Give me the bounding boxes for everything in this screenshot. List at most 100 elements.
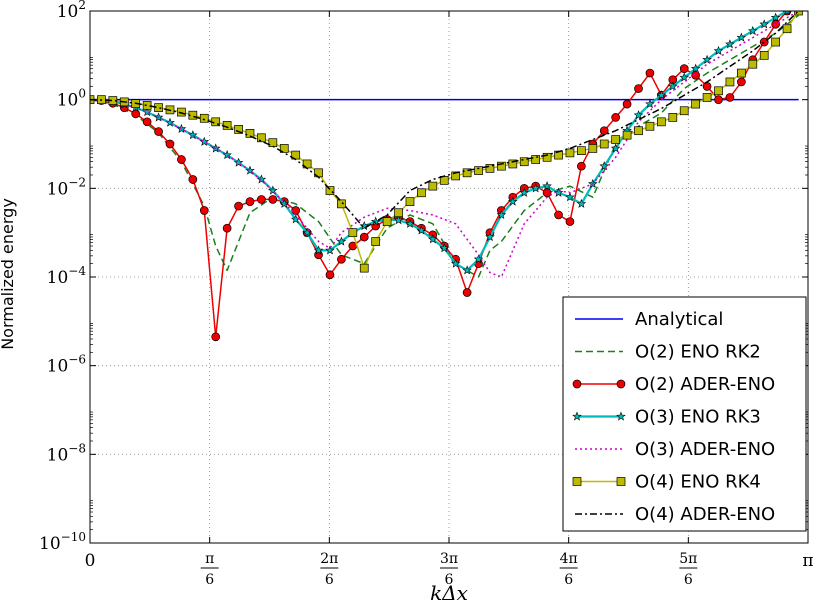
data-point xyxy=(634,126,643,136)
data-point xyxy=(622,99,632,109)
x-tick-label-numerator: 3π xyxy=(440,551,458,567)
data-point xyxy=(679,64,689,73)
data-point xyxy=(325,270,335,280)
data-point xyxy=(234,201,243,211)
data-point xyxy=(497,161,506,171)
data-point xyxy=(154,103,163,112)
legend-entry: O(3) ENO RK3 xyxy=(572,407,761,428)
y-tick-label: 102 xyxy=(57,0,86,22)
data-point xyxy=(702,54,712,64)
data-point xyxy=(199,206,209,215)
legend-label: O(3) ADER-ENO xyxy=(635,439,775,460)
data-point xyxy=(771,19,780,29)
data-point xyxy=(725,93,735,102)
data-point xyxy=(725,39,735,49)
data-point xyxy=(313,245,324,255)
series-line xyxy=(90,11,800,229)
data-point xyxy=(417,188,426,198)
data-point xyxy=(474,166,483,175)
series-o-4-ader-eno xyxy=(90,11,800,229)
data-point xyxy=(576,198,587,208)
data-point xyxy=(405,197,415,206)
data-point xyxy=(337,199,346,209)
data-point xyxy=(199,136,210,146)
data-point xyxy=(747,25,758,36)
data-point xyxy=(142,117,152,127)
data-point xyxy=(656,90,667,100)
data-point xyxy=(508,196,518,206)
x-axis-label: kΔx xyxy=(430,581,468,605)
legend-label: O(3) ENO RK3 xyxy=(635,407,761,428)
data-point xyxy=(462,168,472,178)
data-point xyxy=(542,181,552,191)
data-point xyxy=(572,411,582,421)
data-point xyxy=(222,121,232,130)
data-point xyxy=(268,185,278,195)
data-point xyxy=(131,109,141,119)
data-point xyxy=(622,130,632,140)
data-point xyxy=(256,174,267,184)
data-point xyxy=(577,146,586,155)
data-point xyxy=(393,215,404,225)
legend-entry: Analytical xyxy=(575,309,723,330)
legend-label: O(2) ADER-ENO xyxy=(635,374,775,395)
legend-entry: O(4) ENO RK4 xyxy=(572,472,761,493)
data-point xyxy=(428,234,438,244)
data-point xyxy=(485,232,495,242)
data-point xyxy=(359,232,369,242)
legend-label: O(2) ENO RK2 xyxy=(635,342,761,363)
y-tick-labels: 102 100 10−2 10−4 10−6 10−8 10−10 xyxy=(39,0,86,554)
data-point xyxy=(394,208,403,218)
data-point xyxy=(268,195,278,204)
data-point xyxy=(599,139,609,149)
data-point xyxy=(588,144,598,153)
data-point xyxy=(782,24,792,34)
data-point xyxy=(759,19,770,29)
data-point xyxy=(154,127,163,136)
legend-label: O(4) ENO RK4 xyxy=(635,472,761,493)
data-point xyxy=(405,218,415,228)
data-point xyxy=(234,125,243,134)
data-point xyxy=(165,139,175,149)
data-point xyxy=(371,237,381,246)
legend-entry: O(2) ADER-ENO xyxy=(572,374,775,395)
y-tick-label: 100 xyxy=(57,87,86,111)
legend: Analytical O(2) ENO RK2 O(2) ADER-ENO O(3) … xyxy=(562,296,807,532)
data-point xyxy=(337,254,346,264)
legend-box xyxy=(562,296,807,532)
data-point xyxy=(519,157,529,167)
data-point xyxy=(645,99,655,109)
x-tick-label: 0 xyxy=(85,551,96,571)
data-point xyxy=(577,161,586,171)
x-tick-label-denominator: 6 xyxy=(325,572,334,588)
data-point xyxy=(382,217,392,226)
y-tick-label: 10−2 xyxy=(47,175,86,199)
data-point xyxy=(713,45,724,55)
x-tick-label-denominator: 6 xyxy=(205,572,214,588)
data-point xyxy=(279,144,289,153)
data-point xyxy=(257,133,266,143)
data-point xyxy=(451,171,461,181)
data-point xyxy=(177,107,186,117)
data-point xyxy=(291,206,301,215)
series-o-2-ader-eno xyxy=(90,3,802,342)
series-layer xyxy=(90,3,803,342)
y-tick-label: 10−8 xyxy=(47,441,86,465)
data-point xyxy=(690,63,701,73)
data-point xyxy=(736,32,747,42)
series-line xyxy=(90,11,800,269)
data-point xyxy=(794,3,802,11)
data-point xyxy=(439,243,450,253)
series-line xyxy=(90,11,791,272)
data-point xyxy=(599,126,609,136)
data-point xyxy=(725,77,735,87)
x-tick-label-denominator: 6 xyxy=(684,572,693,588)
y-tick-label: 10−4 xyxy=(47,264,87,288)
data-point xyxy=(211,332,221,342)
data-point xyxy=(553,187,564,197)
y-tick-label: 10−6 xyxy=(47,353,86,377)
data-point xyxy=(759,50,769,60)
data-point xyxy=(336,236,347,246)
data-point xyxy=(610,143,621,153)
